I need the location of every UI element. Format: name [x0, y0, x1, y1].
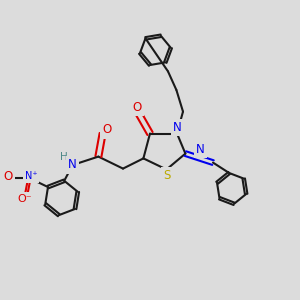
- Text: O: O: [103, 123, 112, 136]
- Text: N: N: [196, 143, 205, 156]
- Text: N: N: [68, 158, 77, 172]
- Text: N: N: [172, 121, 182, 134]
- Text: O: O: [4, 170, 13, 183]
- Text: S: S: [163, 169, 170, 182]
- Text: O⁻: O⁻: [18, 194, 32, 204]
- Text: O: O: [133, 101, 142, 114]
- Text: H: H: [60, 152, 68, 163]
- Text: N⁺: N⁺: [25, 171, 37, 181]
